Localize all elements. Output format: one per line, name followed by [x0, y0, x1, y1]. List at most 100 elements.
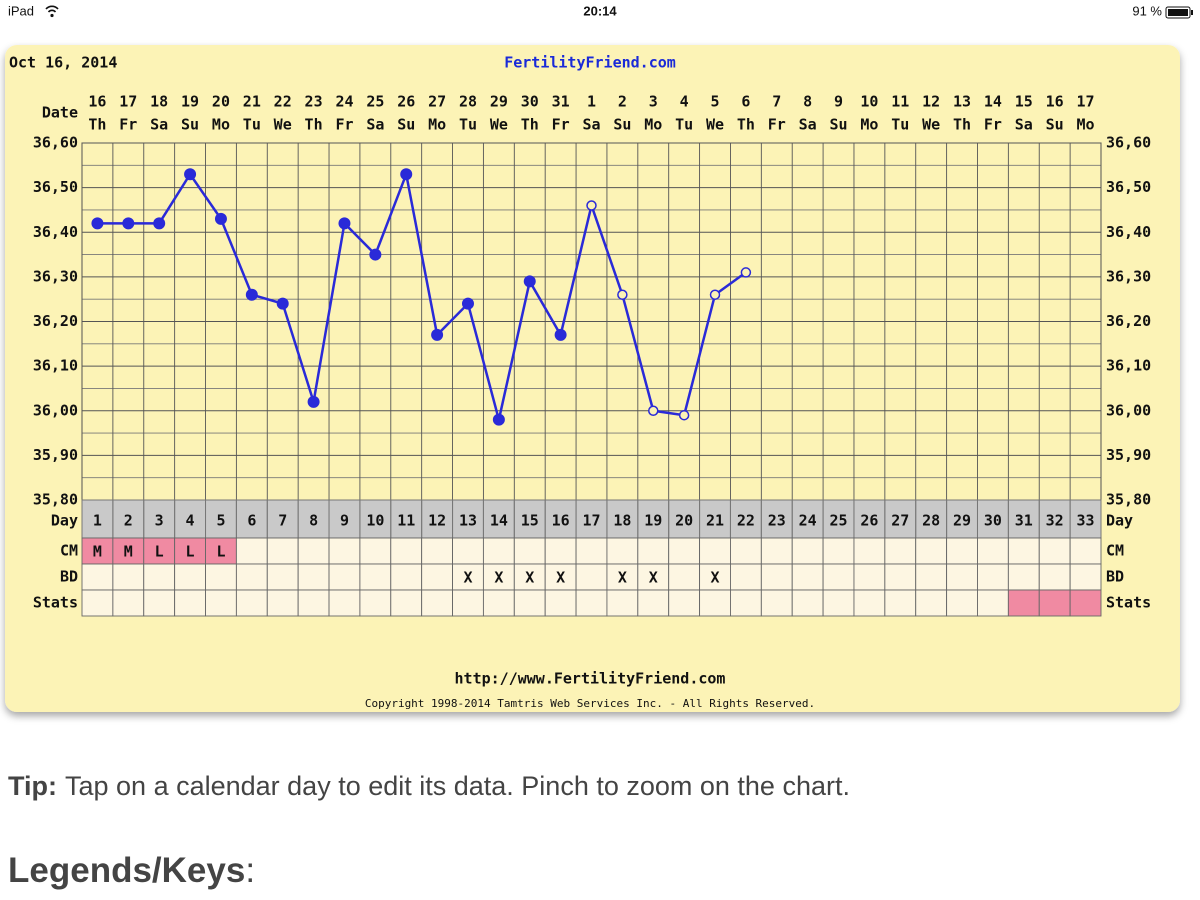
date-label: 29: [490, 93, 508, 111]
day-number: 16: [552, 512, 570, 530]
row-cell: [884, 589, 917, 617]
weekday-label: Sa: [366, 116, 384, 134]
weekday-label: Th: [305, 116, 323, 134]
date-label: 26: [397, 93, 415, 111]
weekday-label: Mo: [428, 116, 446, 134]
day-label: Day: [1106, 512, 1133, 530]
row-cell: [81, 563, 114, 591]
row-cell: [297, 589, 330, 617]
day-number: 13: [459, 512, 477, 530]
row-cell: [699, 589, 731, 617]
y-tick-label: 36,40: [33, 223, 78, 241]
row-cell: [822, 537, 855, 565]
date-label: 14: [984, 93, 1002, 111]
day-number: 17: [582, 512, 600, 530]
weekday-label: Su: [829, 116, 847, 134]
row-label: BD: [60, 568, 78, 586]
row-cell: [174, 563, 206, 591]
row-cell: [235, 537, 268, 565]
weekday-label: Th: [88, 116, 106, 134]
temperature-point: [369, 248, 382, 261]
date-label: 21: [243, 93, 261, 111]
row-cell-text: X: [494, 569, 503, 587]
date-label: 4: [680, 93, 689, 111]
temperature-point: [338, 217, 351, 230]
date-label: 15: [1015, 93, 1033, 111]
row-cell: [791, 537, 824, 565]
y-tick-label: 35,80: [1106, 491, 1151, 509]
row-cell: [668, 589, 701, 617]
row-cell: [174, 589, 206, 617]
row-cell: [977, 563, 1009, 591]
row-cell: [1038, 537, 1071, 565]
weekday-label: Mo: [860, 116, 878, 134]
row-cell: [390, 563, 423, 591]
row-cell: [359, 563, 392, 591]
row-cell: [452, 589, 484, 617]
day-number: 24: [799, 512, 817, 530]
weekday-label: Mo: [212, 116, 230, 134]
day-number: 1: [93, 512, 102, 530]
temperature-point: [122, 217, 135, 230]
temperature-point: [214, 212, 227, 225]
date-label: 17: [119, 93, 137, 111]
row-cell: [297, 537, 330, 565]
day-number: 33: [1077, 512, 1095, 530]
row-cell: [1069, 563, 1102, 591]
temperature-point: [586, 200, 597, 211]
row-label: Stats: [33, 594, 78, 612]
day-number: 6: [247, 512, 256, 530]
row-cell: [853, 563, 886, 591]
date-label: 17: [1077, 93, 1095, 111]
day-number: 32: [1046, 512, 1064, 530]
date-label: 22: [274, 93, 292, 111]
row-label: CM: [60, 542, 78, 560]
chart-date: Oct 16, 2014: [9, 54, 117, 72]
weekday-label: Fr: [119, 116, 137, 134]
day-number: 23: [768, 512, 786, 530]
y-tick-label: 36,60: [1106, 134, 1151, 152]
row-cell: [359, 537, 392, 565]
row-cell: [235, 589, 268, 617]
y-tick-label: 36,20: [33, 312, 78, 330]
temperature-point: [276, 297, 289, 310]
day-number: 29: [953, 512, 971, 530]
y-tick-label: 36,20: [1106, 312, 1151, 330]
weekday-label: Th: [737, 116, 755, 134]
weekday-label: We: [922, 116, 940, 134]
row-cell: [853, 589, 886, 617]
row-cell: [637, 589, 670, 617]
day-number: 30: [984, 512, 1002, 530]
weekday-label: Sa: [582, 116, 600, 134]
date-label: 7: [772, 93, 781, 111]
legends-title: Legends/Keys: [8, 851, 245, 890]
y-tick-label: 35,90: [1106, 446, 1151, 464]
battery-tip: [1191, 10, 1193, 15]
temperature-point: [245, 288, 258, 301]
row-cell-text: X: [525, 569, 534, 587]
date-label: 13: [953, 93, 971, 111]
weekday-label: Su: [397, 116, 415, 134]
row-cell: [266, 537, 299, 565]
device-name: iPad: [8, 3, 34, 18]
row-cell: [81, 589, 114, 617]
row-cell: [884, 537, 917, 565]
date-label: 12: [922, 93, 940, 111]
date-label: 16: [1046, 93, 1064, 111]
row-label: Stats: [1106, 594, 1151, 612]
weekday-label: Fr: [552, 116, 570, 134]
row-cell: [1038, 563, 1071, 591]
row-cell-text: M: [124, 543, 133, 561]
date-label: 19: [181, 93, 199, 111]
weekday-label: Mo: [644, 116, 662, 134]
weekday-label: Tu: [459, 116, 477, 134]
row-cell-text: L: [186, 543, 195, 561]
date-label: 20: [212, 93, 230, 111]
row-cell: [822, 589, 855, 617]
date-label: 30: [521, 93, 539, 111]
day-number: 31: [1015, 512, 1033, 530]
day-number: 14: [490, 512, 508, 530]
row-cell: [513, 537, 546, 565]
day-number: 28: [922, 512, 940, 530]
day-number: 4: [186, 512, 195, 530]
